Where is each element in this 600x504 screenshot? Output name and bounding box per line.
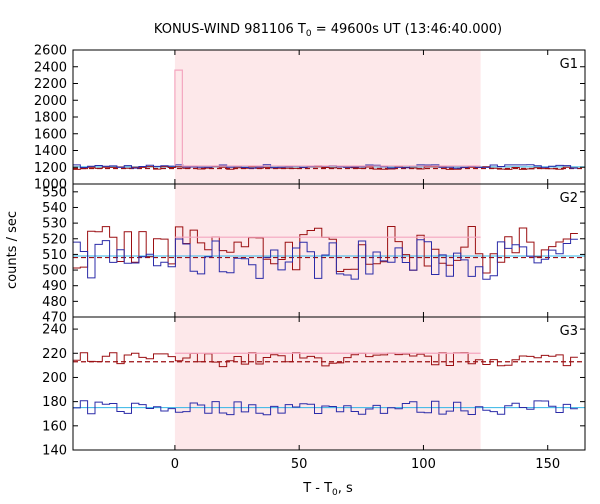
panel-frame-g3 — [72, 316, 586, 451]
y-tick-label-g3: 160 — [42, 419, 67, 434]
shaded-interval-g3 — [174, 317, 481, 450]
y-tick-label-g2: 470 — [42, 311, 67, 326]
y-tick-label-g1: 1200 — [34, 161, 67, 176]
x-tick-label: 0 — [171, 457, 179, 472]
y-tick-label-g3: 180 — [42, 395, 67, 410]
y-tick-label-g2: 530 — [42, 217, 67, 232]
y-tick-label-g1: 1000 — [34, 178, 67, 193]
y-tick-label-g2: 480 — [42, 295, 67, 310]
y-tick-label-g3: 220 — [42, 347, 67, 362]
y-tick-label-g1: 1800 — [34, 111, 67, 126]
y-tick-label-g1: 1400 — [34, 144, 67, 159]
y-tick-label-g2: 500 — [42, 264, 67, 279]
red-lightcurve-g1 — [73, 165, 578, 170]
y-tick-label-g3: 240 — [42, 323, 67, 338]
y-tick-label-g1: 2200 — [34, 77, 67, 92]
y-tick-label-g2: 540 — [42, 201, 67, 216]
x-tick-label: 100 — [411, 457, 436, 472]
panel-label-g3: G3 — [560, 324, 578, 339]
y-tick-label-g1: 2400 — [34, 60, 67, 75]
pink-spike-g1 — [174, 69, 481, 167]
red-lightcurve-g3 — [73, 352, 578, 368]
x-tick-label: 50 — [291, 457, 308, 472]
y-tick-label-g3: 200 — [42, 371, 67, 386]
y-tick-label-g3: 140 — [42, 444, 67, 459]
y-tick-label-g1: 2600 — [34, 44, 67, 59]
panel-label-g2: G2 — [560, 191, 578, 206]
panel-label-g1: G1 — [560, 57, 578, 72]
y-tick-label-g2: 550 — [42, 185, 67, 200]
y-axis-label: counts / sec — [5, 211, 20, 289]
chart-title: KONUS-WIND 981106 T0 = 49600s UT (13:46:… — [154, 22, 502, 39]
shaded-interval-g1 — [174, 50, 481, 184]
y-tick-label-g1: 1600 — [34, 127, 67, 142]
y-tick-label-g1: 2000 — [34, 94, 67, 109]
x-tick-label: 150 — [535, 457, 560, 472]
y-tick-label-g2: 520 — [42, 232, 67, 247]
blue-lightcurve-g3 — [73, 400, 578, 416]
y-tick-label-g2: 490 — [42, 279, 67, 294]
x-axis-label: T - T0, s — [302, 481, 353, 498]
blue-lightcurve-g2 — [73, 238, 578, 280]
y-tick-label-g2: 510 — [42, 248, 67, 263]
